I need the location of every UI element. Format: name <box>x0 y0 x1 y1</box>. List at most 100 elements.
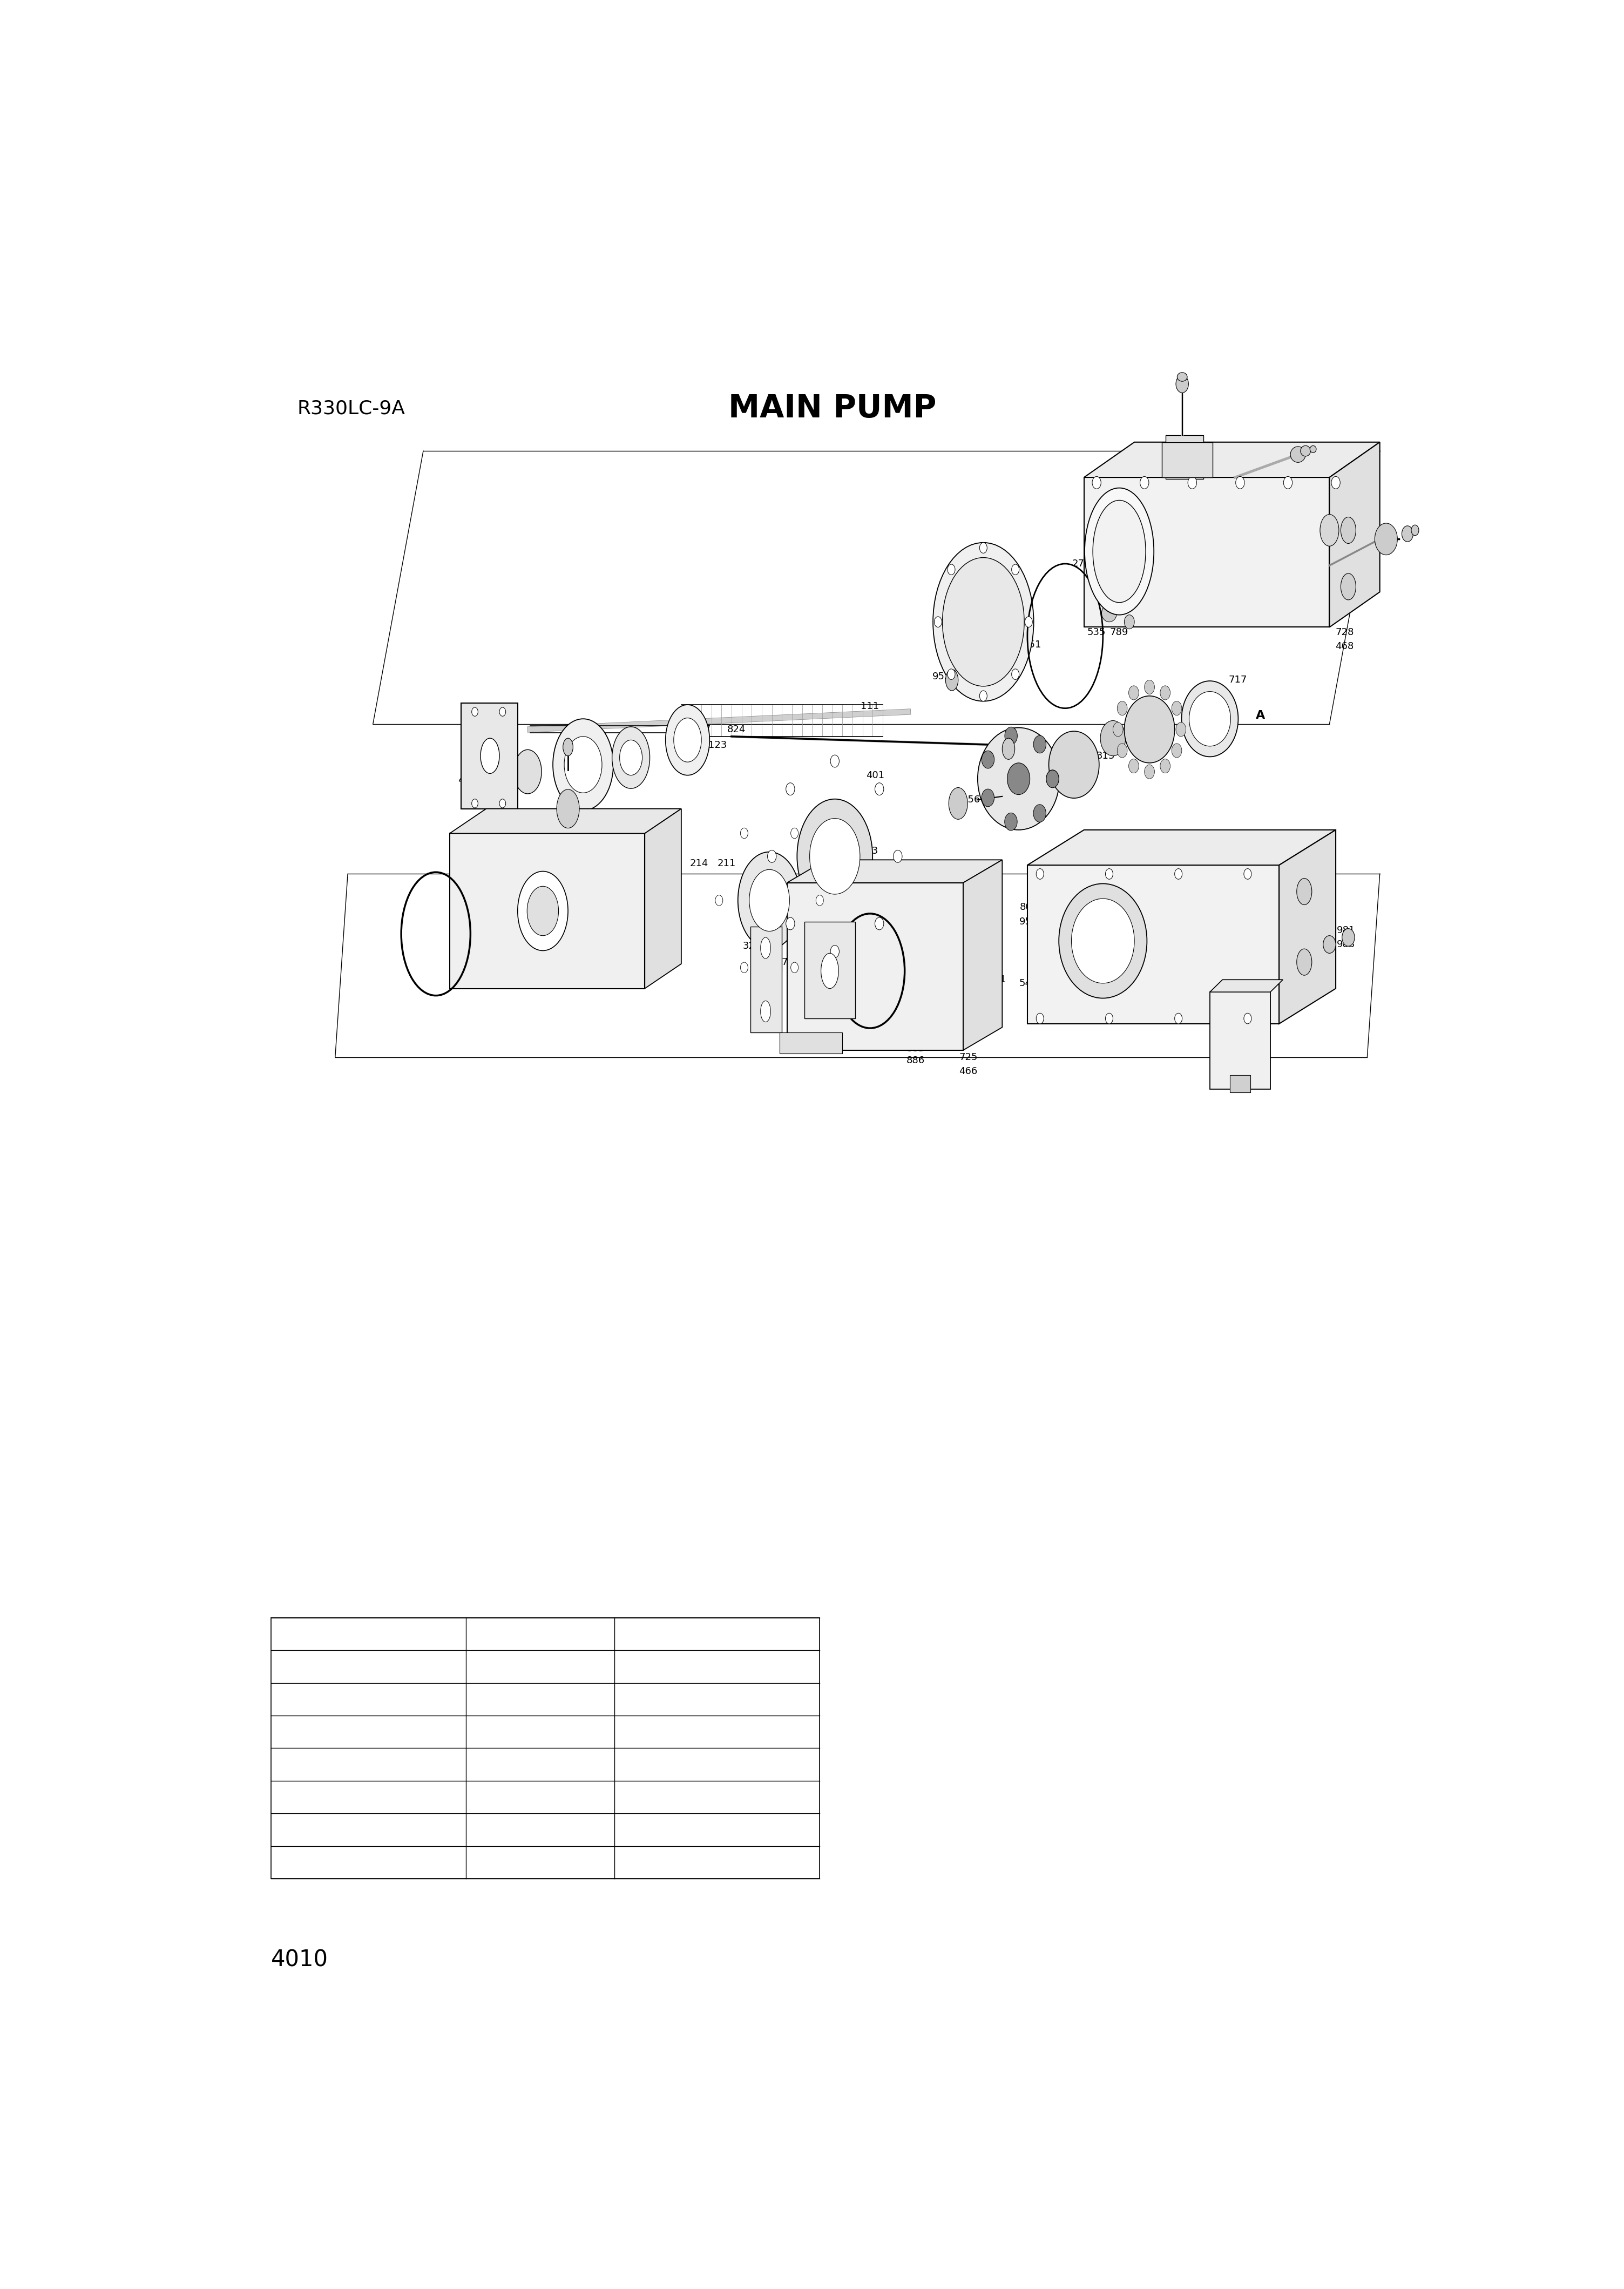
Polygon shape <box>1280 831 1337 1023</box>
Ellipse shape <box>1012 565 1020 575</box>
Text: 141, 313: 141, 313 <box>693 1694 742 1705</box>
Text: 251: 251 <box>1260 893 1278 902</box>
Ellipse shape <box>1244 1014 1252 1023</box>
Ellipse shape <box>822 952 838 989</box>
Ellipse shape <box>1341 575 1356 600</box>
Ellipse shape <box>564 737 603 792</box>
Ellipse shape <box>981 751 994 769</box>
Text: Tilting pin assy: Tilting pin assy <box>328 1792 409 1801</box>
Ellipse shape <box>791 961 799 973</box>
Text: 541: 541 <box>987 975 1007 984</box>
Text: Piston assy: Piston assy <box>338 1662 400 1671</box>
Bar <box>1085 478 1330 627</box>
Ellipse shape <box>1376 524 1397 554</box>
Text: 111: 111 <box>861 703 879 712</box>
Bar <box>1163 442 1213 478</box>
Text: 541: 541 <box>1082 993 1101 1005</box>
Text: Check 1 assy: Check 1 assy <box>333 1824 404 1836</box>
Ellipse shape <box>810 819 861 895</box>
Ellipse shape <box>981 790 994 806</box>
Bar <box>1166 435 1203 478</box>
Bar <box>271 1618 820 1879</box>
Ellipse shape <box>564 739 573 755</box>
Text: 326: 326 <box>742 941 762 950</box>
Ellipse shape <box>760 1000 771 1021</box>
Text: 153: 153 <box>859 847 879 856</box>
Ellipse shape <box>471 769 484 787</box>
Ellipse shape <box>1033 735 1046 753</box>
Ellipse shape <box>1296 950 1312 975</box>
Ellipse shape <box>471 799 477 808</box>
Ellipse shape <box>1025 616 1033 627</box>
Polygon shape <box>1028 831 1337 865</box>
Text: 886: 886 <box>906 1055 924 1067</box>
Text: XJBN-01009: XJBN-01009 <box>508 1856 573 1868</box>
Bar <box>760 900 783 971</box>
Ellipse shape <box>1036 868 1044 879</box>
Ellipse shape <box>1174 1014 1182 1023</box>
Text: 124: 124 <box>1150 716 1168 726</box>
Text: 954: 954 <box>1020 916 1038 927</box>
Ellipse shape <box>674 719 702 762</box>
Ellipse shape <box>1117 700 1127 714</box>
Ellipse shape <box>1012 668 1020 680</box>
Text: 901: 901 <box>1051 936 1069 945</box>
Text: 545: 545 <box>937 1023 957 1035</box>
Text: Parts no: Parts no <box>518 1630 562 1639</box>
Text: 271: 271 <box>1104 902 1122 911</box>
Ellipse shape <box>768 849 776 863</box>
Polygon shape <box>645 808 682 989</box>
Ellipse shape <box>791 829 799 838</box>
Polygon shape <box>450 808 682 833</box>
Text: 543: 543 <box>1020 977 1038 989</box>
Bar <box>788 884 963 1051</box>
Text: Check 3 assy: Check 3 assy <box>333 1856 404 1868</box>
Polygon shape <box>1330 442 1380 627</box>
Text: 534: 534 <box>1296 517 1315 529</box>
Ellipse shape <box>1174 868 1182 879</box>
Ellipse shape <box>875 918 883 929</box>
Text: Cylinder assy (LH): Cylinder assy (LH) <box>318 1726 417 1737</box>
Ellipse shape <box>947 565 955 575</box>
Text: 490: 490 <box>1013 742 1031 751</box>
Text: 548: 548 <box>1099 540 1117 549</box>
Text: A: A <box>926 1014 935 1025</box>
Ellipse shape <box>947 668 955 680</box>
Polygon shape <box>788 861 1002 884</box>
Text: 141, 314: 141, 314 <box>693 1726 742 1737</box>
Ellipse shape <box>620 739 641 776</box>
Text: XJBN-00011: XJBN-00011 <box>508 1760 573 1769</box>
Text: 724: 724 <box>1067 916 1086 927</box>
Text: 983: 983 <box>1337 938 1354 950</box>
Ellipse shape <box>786 918 794 929</box>
Ellipse shape <box>741 829 749 838</box>
Ellipse shape <box>893 849 903 863</box>
Ellipse shape <box>1005 813 1017 831</box>
Ellipse shape <box>830 945 840 957</box>
Text: 714: 714 <box>781 957 801 966</box>
Text: 717: 717 <box>1228 675 1247 684</box>
Ellipse shape <box>948 787 968 819</box>
Ellipse shape <box>1085 488 1155 616</box>
Ellipse shape <box>1049 730 1099 799</box>
Ellipse shape <box>760 938 771 959</box>
Ellipse shape <box>1311 446 1315 453</box>
Text: 541, 543, 545: 541, 543, 545 <box>679 1824 755 1836</box>
Text: 545: 545 <box>1038 984 1057 996</box>
Text: 151x9EA, 152x9EA: 151x9EA, 152x9EA <box>666 1662 770 1671</box>
Text: 141: 141 <box>1047 762 1065 771</box>
Polygon shape <box>1210 980 1283 991</box>
Ellipse shape <box>1046 769 1059 787</box>
Text: 953: 953 <box>932 671 952 682</box>
Ellipse shape <box>934 616 942 627</box>
Ellipse shape <box>557 790 580 829</box>
Bar <box>461 703 518 808</box>
Text: 732: 732 <box>1130 618 1148 627</box>
Text: 212, 214: 212, 214 <box>693 1760 742 1769</box>
Ellipse shape <box>1283 476 1293 490</box>
Ellipse shape <box>715 895 723 906</box>
Text: 156: 156 <box>961 794 979 806</box>
Ellipse shape <box>1160 760 1171 774</box>
Ellipse shape <box>875 783 883 794</box>
Text: A: A <box>1255 710 1265 721</box>
